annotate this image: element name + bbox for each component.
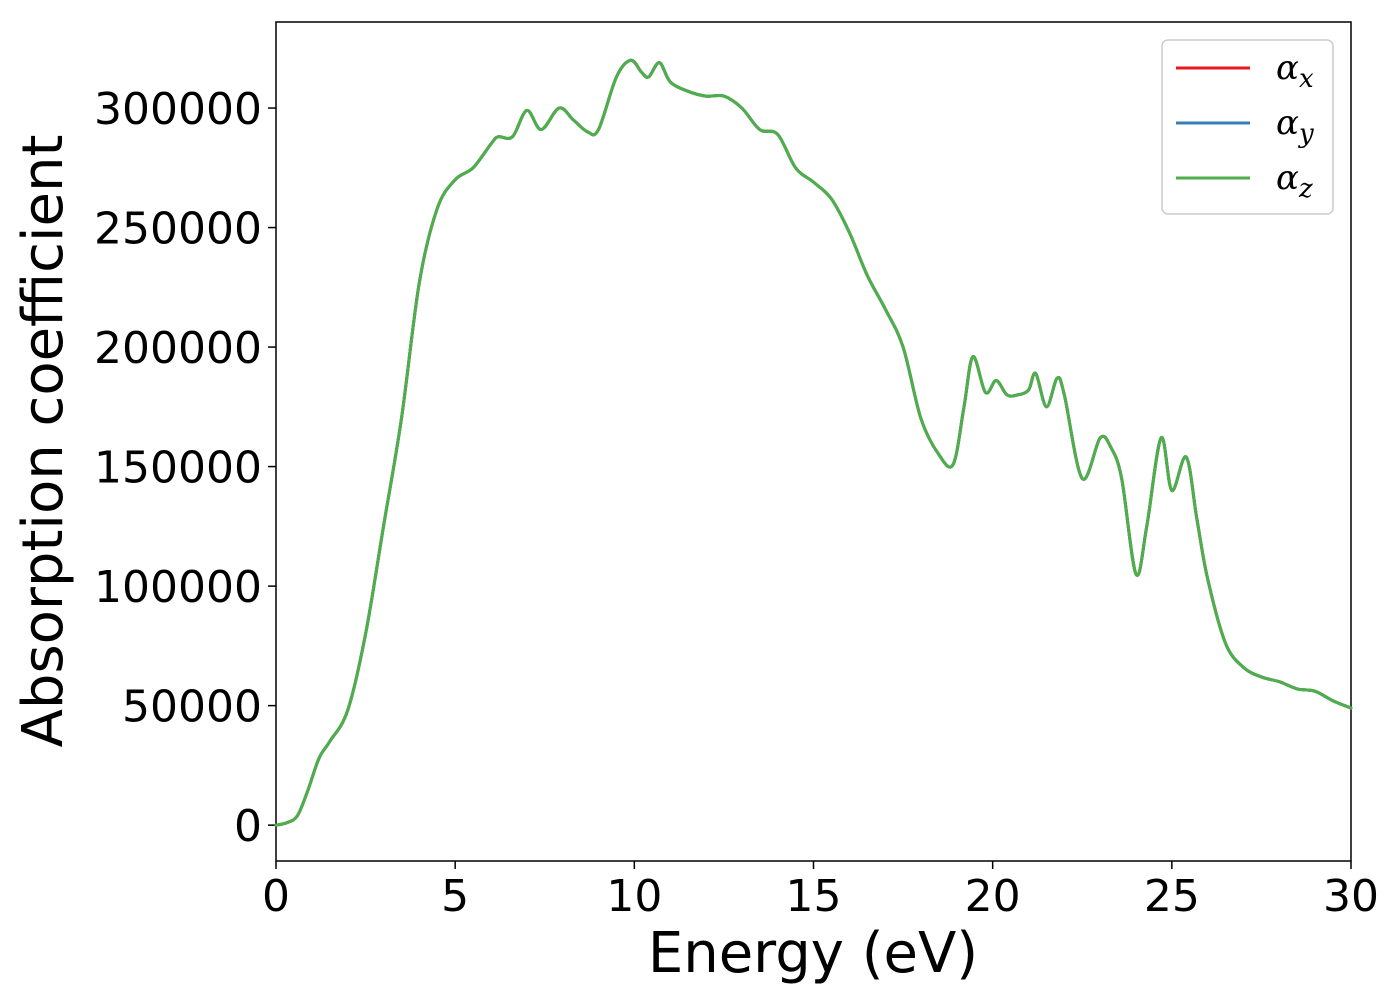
x-tick-label: 5 (441, 871, 469, 922)
legend-label-subscript: x (1299, 64, 1314, 94)
legend-label-base: α (1276, 103, 1299, 143)
y-tick-label: 100000 (94, 562, 262, 613)
legend-label-subscript: y (1298, 119, 1314, 149)
legend-label-base: α (1276, 48, 1299, 88)
y-tick-label: 250000 (94, 204, 262, 255)
x-tick-label: 10 (606, 871, 662, 922)
x-tick-label: 15 (786, 871, 842, 922)
legend-label-base: α (1276, 158, 1299, 198)
series-line-z (274, 58, 1353, 827)
y-axis-label: Absorption coefficient (11, 135, 76, 748)
x-tick-label: 0 (262, 871, 290, 922)
x-tick-label: 25 (1144, 871, 1200, 922)
x-tick-label: 20 (965, 871, 1021, 922)
x-tick-label: 30 (1323, 871, 1379, 922)
x-axis-label: Energy (eV) (648, 921, 978, 986)
y-tick-label: 150000 (94, 443, 262, 494)
legend-box (1161, 39, 1334, 215)
legend-label-y: αy (1276, 103, 1314, 149)
y-tick-label: 300000 (94, 84, 262, 135)
series-layer (274, 58, 1353, 827)
y-tick-label: 0 (234, 801, 262, 852)
x-axis-ticks: 0 5 10 15 20 25 30 (262, 861, 1379, 922)
legend-label-x: αx (1276, 48, 1314, 94)
y-tick-label: 50000 (122, 682, 262, 733)
y-axis-ticks: 0 50000 100000 150000 200000 250000 300000 (94, 84, 276, 852)
legend-label-subscript: z (1298, 174, 1313, 204)
y-tick-label: 200000 (94, 323, 262, 374)
legend-label-z: αz (1276, 158, 1313, 204)
